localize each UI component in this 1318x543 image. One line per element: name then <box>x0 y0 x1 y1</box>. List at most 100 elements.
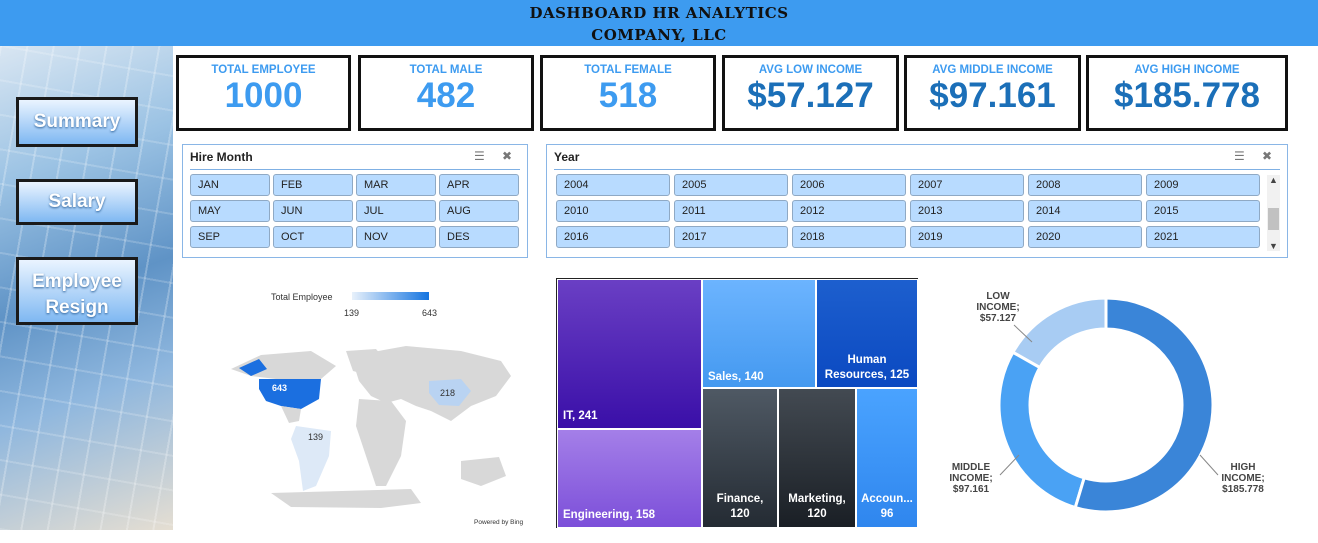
multi-select-icon[interactable]: ☰ <box>474 149 485 163</box>
slicer-option-2011[interactable]: 2011 <box>674 200 788 222</box>
donut-label-line: $57.127 <box>979 313 1017 324</box>
slicer-option-jan[interactable]: JAN <box>190 174 270 196</box>
donut-label-line: $185.778 <box>1222 484 1264 495</box>
tile-label-line-2: 96 <box>880 508 894 520</box>
slicer-option-2013[interactable]: 2013 <box>910 200 1024 222</box>
slicer-option-jul[interactable]: JUL <box>356 200 436 222</box>
donut-label-middle: MIDDLE INCOME; $97.161 <box>941 462 1001 495</box>
kpi-avg-middle-income: AVG MIDDLE INCOME $97.161 <box>904 55 1081 131</box>
donut-slice-high-income[interactable] <box>1073 296 1215 514</box>
tile-label-line-2: Resources, 125 <box>824 369 910 381</box>
slicer-option-2014[interactable]: 2014 <box>1028 200 1142 222</box>
slicer-option-2007[interactable]: 2007 <box>910 174 1024 196</box>
department-treemap: IT, 241 Engineering, 158 Sales, 140 Huma… <box>556 278 918 528</box>
dashboard-title: DASHBOARD HR ANALYTICS <box>529 4 789 22</box>
scroll-down-icon[interactable]: ▼ <box>1269 241 1278 251</box>
tile-label: Accoun... 96 <box>857 492 917 522</box>
kpi-label: AVG HIGH INCOME <box>1134 64 1240 76</box>
tile-label: IT, 241 <box>563 410 598 422</box>
slicer-option-2012[interactable]: 2012 <box>792 200 906 222</box>
kpi-value: $97.161 <box>929 76 1056 115</box>
slicer-option-2008[interactable]: 2008 <box>1028 174 1142 196</box>
slicer-option-sep[interactable]: SEP <box>190 226 270 248</box>
tile-label: Sales, 140 <box>708 371 764 383</box>
year-scrollbar[interactable]: ▲ ▼ <box>1267 175 1280 251</box>
treemap-tile-it[interactable]: IT, 241 <box>557 279 702 429</box>
kpi-avg-low-income: AVG LOW INCOME $57.127 <box>722 55 899 131</box>
map-legend-max: 643 <box>422 308 438 318</box>
map-attribution: Powered by Bing <box>474 519 524 526</box>
treemap-tile-human-resources[interactable]: Human Resources, 125 <box>816 279 918 388</box>
slicer-option-2005[interactable]: 2005 <box>674 174 788 196</box>
tile-label-line-2: 120 <box>730 508 750 520</box>
slicer-option-apr[interactable]: APR <box>439 174 519 196</box>
scrollbar-thumb[interactable] <box>1268 208 1279 230</box>
kpi-value: 1000 <box>224 76 303 115</box>
slicer-title: Hire Month <box>190 150 253 164</box>
employee-resign-button[interactable]: Employee Resign <box>16 257 138 325</box>
donut-label-line: $97.161 <box>952 484 990 495</box>
treemap-tile-accounting[interactable]: Accoun... 96 <box>856 388 918 528</box>
slicer-option-2020[interactable]: 2020 <box>1028 226 1142 248</box>
slicer-option-2015[interactable]: 2015 <box>1146 200 1260 222</box>
slicer-divider <box>190 169 520 170</box>
multi-select-icon[interactable]: ☰ <box>1234 149 1245 163</box>
map-label-usa: 643 <box>272 383 288 393</box>
salary-button[interactable]: Salary <box>16 179 138 225</box>
kpi-value: $185.778 <box>1114 76 1260 115</box>
donut-label-line: INCOME; <box>1221 473 1265 484</box>
donut-label-line: LOW <box>986 291 1010 302</box>
year-slicer: Year ☰ ✖ 2004 2005 2006 2007 2008 2009 2010 201… <box>546 144 1288 258</box>
kpi-label: AVG MIDDLE INCOME <box>932 64 1053 76</box>
slicer-option-2018[interactable]: 2018 <box>792 226 906 248</box>
treemap-tile-finance[interactable]: Finance, 120 <box>702 388 778 528</box>
treemap-tile-sales[interactable]: Sales, 140 <box>702 279 816 388</box>
slicer-option-mar[interactable]: MAR <box>356 174 436 196</box>
donut-slice-middle-income[interactable] <box>997 350 1087 510</box>
scroll-up-icon[interactable]: ▲ <box>1269 175 1278 185</box>
treemap-tile-marketing[interactable]: Marketing, 120 <box>778 388 856 528</box>
slicer-option-2021[interactable]: 2021 <box>1146 226 1260 248</box>
africa-shape <box>356 399 406 486</box>
slicer-option-2010[interactable]: 2010 <box>556 200 670 222</box>
slicer-option-feb[interactable]: FEB <box>273 174 353 196</box>
slicer-option-may[interactable]: MAY <box>190 200 270 222</box>
tile-label-line-2: 120 <box>807 508 827 520</box>
slicer-title: Year <box>554 150 580 164</box>
world-map-chart: Total Employee 139 643 643 218 139 <box>181 281 535 530</box>
clear-filter-icon[interactable]: ✖ <box>502 149 513 163</box>
slicer-option-2006[interactable]: 2006 <box>792 174 906 196</box>
slicer-option-2017[interactable]: 2017 <box>674 226 788 248</box>
employee-resign-label-2: Resign <box>45 297 109 318</box>
kpi-label: TOTAL FEMALE <box>584 64 672 76</box>
central-america-shape <box>281 406 301 423</box>
slicer-option-2019[interactable]: 2019 <box>910 226 1024 248</box>
world-map <box>231 346 511 508</box>
leader-line-low <box>1013 324 1033 343</box>
tile-label: Human Resources, 125 <box>817 353 917 383</box>
slicer-option-oct[interactable]: OCT <box>273 226 353 248</box>
tile-label: Engineering, 158 <box>563 509 656 521</box>
tile-label-line-1: Marketing, <box>788 493 846 505</box>
slicer-option-aug[interactable]: AUG <box>439 200 519 222</box>
kpi-avg-high-income: AVG HIGH INCOME $185.778 <box>1086 55 1288 131</box>
slicer-option-2016[interactable]: 2016 <box>556 226 670 248</box>
slicer-option-nov[interactable]: NOV <box>356 226 436 248</box>
treemap-tile-engineering[interactable]: Engineering, 158 <box>557 429 702 528</box>
slicer-option-2004[interactable]: 2004 <box>556 174 670 196</box>
slicer-option-des[interactable]: DES <box>439 226 519 248</box>
slicer-option-2009[interactable]: 2009 <box>1146 174 1260 196</box>
slicer-option-jun[interactable]: JUN <box>273 200 353 222</box>
summary-button[interactable]: Summary <box>16 97 138 147</box>
kpi-label: AVG LOW INCOME <box>758 64 863 76</box>
tile-label-line-1: Finance, <box>716 493 764 505</box>
kpi-value: 518 <box>598 76 658 115</box>
map-label-china: 218 <box>440 388 456 398</box>
tile-label-line-1: Accoun... <box>861 493 913 505</box>
clear-filter-icon[interactable]: ✖ <box>1262 149 1273 163</box>
company-name: COMPANY, LLC <box>591 26 727 44</box>
employee-resign-label-1: Employee <box>32 271 122 292</box>
slicer-divider <box>554 169 1280 170</box>
donut-label-line: INCOME; <box>949 473 993 484</box>
donut-label-line: MIDDLE <box>951 462 991 473</box>
